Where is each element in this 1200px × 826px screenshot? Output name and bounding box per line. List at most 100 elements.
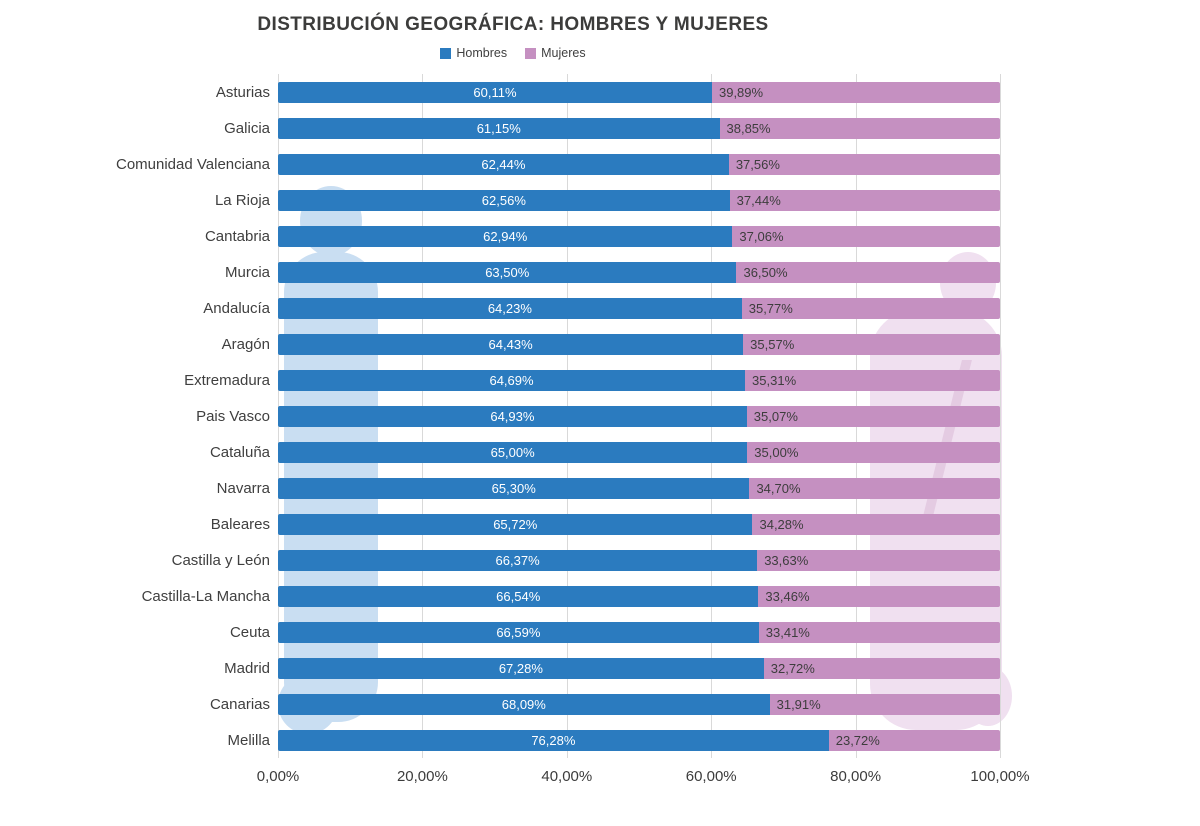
hombres-value-label: 64,93%	[490, 408, 535, 424]
category-label: Canarias	[209, 695, 270, 713]
hombres-bar-segment: 60,11%	[278, 81, 712, 103]
hombres-bar-segment: 63,50%	[278, 261, 737, 283]
plot-area: Asturias 60,11% 39,89% Galicia 61,15% 38,85% C…	[8, 74, 1030, 794]
mujeres-bar-segment: 38,85%	[719, 117, 1000, 139]
hombres-value-label: 64,43%	[488, 336, 533, 352]
hombres-bar-segment: 62,56%	[278, 189, 730, 211]
bar-row: Ceuta 66,59% 33,41%	[8, 614, 1000, 650]
hombres-bar-segment: 64,23%	[278, 297, 742, 319]
category-label: Asturias	[215, 83, 270, 101]
hombres-bar-segment: 62,94%	[278, 225, 733, 247]
hombres-value-label: 66,37%	[495, 552, 540, 568]
hombres-value-label: 68,09%	[501, 696, 546, 712]
bar-row: Navarra 65,30% 34,70%	[8, 470, 1000, 506]
bar-row: Aragón 64,43% 35,57%	[8, 326, 1000, 362]
mujeres-value-label: 32,72%	[770, 660, 815, 676]
bar-row: Galicia 61,15% 38,85%	[8, 110, 1000, 146]
mujeres-value-label: 35,31%	[752, 372, 797, 388]
bar-row: Asturias 60,11% 39,89%	[8, 74, 1000, 110]
category-label: Castilla y León	[171, 551, 270, 569]
mujeres-bar-segment: 37,44%	[729, 189, 1000, 211]
bar-row: Cataluña 65,00% 35,00%	[8, 434, 1000, 470]
hombres-bar-segment: 65,72%	[278, 513, 753, 535]
x-axis-tick-label: 100,00%	[970, 768, 1030, 785]
category-label: Galicia	[224, 119, 270, 137]
hombres-bar-segment: 65,30%	[278, 477, 750, 499]
hombres-value-label: 65,72%	[493, 516, 538, 532]
mujeres-value-label: 35,57%	[750, 336, 795, 352]
bar-track: 66,59% 33,41%	[278, 621, 1000, 643]
bar-track: 64,43% 35,57%	[278, 333, 1000, 355]
mujeres-value-label: 35,07%	[753, 408, 798, 424]
hombres-value-label: 65,00%	[490, 444, 535, 460]
bar-track: 65,00% 35,00%	[278, 441, 1000, 463]
category-label: Castilla-La Mancha	[141, 587, 270, 605]
x-axis-tick-label: 40,00%	[541, 768, 593, 785]
bar-rows: Asturias 60,11% 39,89% Galicia 61,15% 38,85% C…	[8, 74, 1000, 758]
category-label: Andalucía	[203, 299, 270, 317]
category-label: Aragón	[221, 335, 270, 353]
bar-row: Cantabria 62,94% 37,06%	[8, 218, 1000, 254]
hombres-value-label: 64,23%	[487, 300, 532, 316]
hombres-value-label: 60,11%	[473, 84, 517, 100]
bar-track: 60,11% 39,89%	[278, 81, 1000, 103]
x-axis-tick-label: 20,00%	[396, 768, 448, 785]
mujeres-value-label: 23,72%	[835, 732, 880, 748]
bar-track: 65,72% 34,28%	[278, 513, 1000, 535]
bar-row: Extremadura 64,69% 35,31%	[8, 362, 1000, 398]
hombres-bar-segment: 66,54%	[278, 585, 759, 607]
bar-track: 66,54% 33,46%	[278, 585, 1000, 607]
hombres-bar-segment: 64,43%	[278, 333, 744, 355]
mujeres-bar-segment: 35,00%	[747, 441, 1000, 463]
bar-row: Castilla y León 66,37% 33,63%	[8, 542, 1000, 578]
mujeres-bar-segment: 39,89%	[711, 81, 1000, 103]
x-axis-tick-label: 60,00%	[685, 768, 737, 785]
hombres-bar-segment: 64,93%	[278, 405, 747, 427]
category-label: Melilla	[227, 731, 270, 749]
hombres-bar-segment: 67,28%	[278, 657, 764, 679]
bar-row: Castilla-La Mancha 66,54% 33,46%	[8, 578, 1000, 614]
category-label: Cataluña	[209, 443, 270, 461]
mujeres-value-label: 38,85%	[726, 120, 771, 136]
hombres-bar-segment: 76,28%	[278, 729, 829, 751]
bar-track: 62,56% 37,44%	[278, 189, 1000, 211]
category-label: Pais Vasco	[196, 407, 270, 425]
category-label: Ceuta	[229, 623, 270, 641]
bar-row: Canarias 68,09% 31,91%	[8, 686, 1000, 722]
hombres-value-label: 62,94%	[483, 228, 528, 244]
legend-label: Mujeres	[541, 46, 586, 60]
mujeres-bar-segment: 35,07%	[746, 405, 1000, 427]
mujeres-bar-segment: 37,06%	[732, 225, 1000, 247]
mujeres-bar-segment: 35,57%	[743, 333, 1000, 355]
hombres-value-label: 62,44%	[481, 156, 526, 172]
mujeres-value-label: 35,00%	[754, 444, 799, 460]
mujeres-bar-segment: 32,72%	[763, 657, 1000, 679]
bar-track: 67,28% 32,72%	[278, 657, 1000, 679]
bar-row: Pais Vasco 64,93% 35,07%	[8, 398, 1000, 434]
bar-track: 61,15% 38,85%	[278, 117, 1000, 139]
chart-container: DISTRIBUCIÓN GEOGRÁFICA: HOMBRES Y MUJER…	[8, 14, 1030, 794]
mujeres-value-label: 33,46%	[765, 588, 810, 604]
category-label: Murcia	[224, 263, 270, 281]
x-axis-tick-label: 0,00%	[256, 768, 300, 785]
bar-track: 65,30% 34,70%	[278, 477, 1000, 499]
mujeres-value-label: 33,63%	[764, 552, 809, 568]
mujeres-value-label: 31,91%	[776, 696, 821, 712]
bar-row: Comunidad Valenciana 62,44% 37,56%	[8, 146, 1000, 182]
bar-row: La Rioja 62,56% 37,44%	[8, 182, 1000, 218]
bar-track: 68,09% 31,91%	[278, 693, 1000, 715]
hombres-value-label: 67,28%	[498, 660, 543, 676]
bar-row: Madrid 67,28% 32,72%	[8, 650, 1000, 686]
bar-row: Murcia 63,50% 36,50%	[8, 254, 1000, 290]
mujeres-value-label: 36,50%	[743, 264, 788, 280]
category-label: La Rioja	[214, 191, 270, 209]
bar-track: 66,37% 33,63%	[278, 549, 1000, 571]
hombres-value-label: 66,54%	[496, 588, 541, 604]
legend-item-hombres: Hombres	[440, 46, 507, 60]
hombres-value-label: 62,56%	[481, 192, 526, 208]
hombres-bar-segment: 68,09%	[278, 693, 770, 715]
gridline	[1000, 74, 1001, 758]
chart-title: DISTRIBUCIÓN GEOGRÁFICA: HOMBRES Y MUJER…	[257, 14, 769, 35]
mujeres-bar-segment: 36,50%	[736, 261, 1000, 283]
